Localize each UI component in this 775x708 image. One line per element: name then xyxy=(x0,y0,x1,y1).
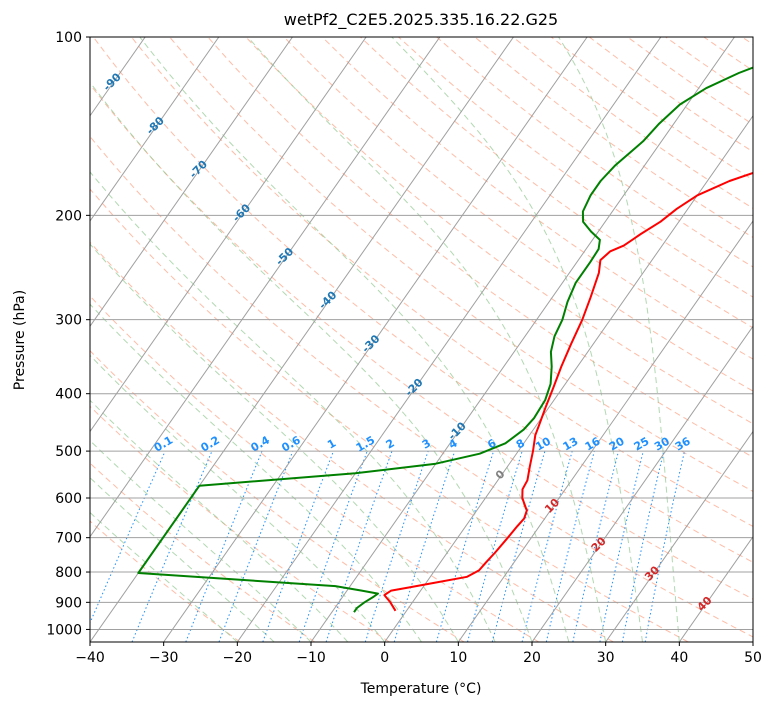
isotherm xyxy=(605,430,753,642)
moist-adiabat xyxy=(90,354,386,642)
mixing-ratio-line xyxy=(298,450,368,642)
x-tick-label: 50 xyxy=(744,650,762,666)
mixing-ratio-line xyxy=(90,450,166,625)
y-tick-label: 700 xyxy=(55,531,82,547)
isotherm xyxy=(163,37,588,642)
profile-traces xyxy=(137,66,753,613)
x-tick-label: 20 xyxy=(523,650,541,666)
y-ticks: 1000 900 800 700 600 500 400 300 200 100 xyxy=(46,30,90,638)
mixing-ratio-line xyxy=(545,450,595,642)
isotherm xyxy=(678,535,753,642)
temperature-trace xyxy=(383,171,753,612)
isotherm xyxy=(384,114,753,642)
isotherm xyxy=(90,37,441,538)
dry-adiabat xyxy=(90,83,753,600)
mixing-ratio-line xyxy=(325,450,393,642)
dry-adiabat xyxy=(90,188,689,642)
x-tick-label: −10 xyxy=(296,650,326,666)
dry-adiabat xyxy=(90,350,465,642)
mixing-ratio-line xyxy=(364,450,429,642)
moist-adiabat xyxy=(90,171,496,642)
y-tick-label: 1000 xyxy=(46,622,82,638)
moist-adiabat xyxy=(90,81,533,642)
moist-adiabat xyxy=(139,37,570,642)
y-tick-label: 900 xyxy=(55,595,82,611)
isotherm xyxy=(236,37,662,642)
moist-adiabat xyxy=(90,243,459,642)
y-tick-label: 800 xyxy=(55,565,82,581)
mixing-ratio-line xyxy=(185,450,263,642)
isotherm xyxy=(90,37,220,222)
chart-title: wetPf2_C2E5.2025.335.16.22.G25 xyxy=(284,10,558,30)
mixing-ratio-line xyxy=(572,450,620,642)
x-tick-label: 30 xyxy=(597,650,615,666)
isotherm xyxy=(90,37,293,328)
dry-adiabat xyxy=(131,37,753,527)
isotherm xyxy=(90,37,367,433)
x-tick-label: 0 xyxy=(380,650,389,666)
dry-adiabat xyxy=(90,295,540,642)
x-tick-label: 40 xyxy=(670,650,688,666)
dry-adiabat xyxy=(207,37,753,458)
x-ticks: −40 −30 −20 −10 0 10 20 30 40 50 xyxy=(75,642,762,666)
moist-adiabat xyxy=(90,303,422,642)
moist-adiabat xyxy=(391,37,643,642)
moist-adiabat xyxy=(90,477,275,642)
y-tick-label: 500 xyxy=(55,444,82,460)
dry-adiabat xyxy=(398,37,753,298)
dry-adiabat xyxy=(245,37,753,425)
dry-adiabat xyxy=(90,462,315,642)
x-tick-label: −40 xyxy=(75,650,105,666)
y-tick-label: 300 xyxy=(55,313,82,329)
y-tick-label: 100 xyxy=(55,30,82,46)
dry-adiabat xyxy=(92,37,753,563)
moist-adiabat xyxy=(247,37,607,642)
background-lines xyxy=(90,37,753,642)
isotherm xyxy=(457,220,753,642)
dry-adiabat xyxy=(360,37,753,329)
mixing-ratio-line xyxy=(218,450,294,642)
x-tick-label: −30 xyxy=(149,650,179,666)
y-tick-label: 600 xyxy=(55,491,82,507)
mixing-ratio-line xyxy=(599,450,644,642)
moist-adiabat xyxy=(558,37,680,642)
moist-adiabat xyxy=(90,511,238,642)
mixing-ratio-line xyxy=(521,450,573,642)
dry-adiabat xyxy=(169,37,753,492)
x-axis-label: Temperature (°C) xyxy=(360,681,482,697)
mixing-ratio-line xyxy=(467,450,523,642)
mixing-ratio-line xyxy=(262,450,334,642)
mixing-ratio-line xyxy=(435,450,495,642)
isotherm xyxy=(310,37,735,642)
mixing-ratio-line xyxy=(131,450,213,642)
dry-adiabat xyxy=(90,241,614,642)
x-tick-label: −20 xyxy=(223,650,253,666)
plot-frame xyxy=(89,36,754,643)
y-tick-label: 400 xyxy=(55,387,82,403)
isotherm xyxy=(531,325,753,642)
y-tick-label: 200 xyxy=(55,208,82,224)
dewpoint-trace xyxy=(137,66,753,613)
x-tick-label: 10 xyxy=(449,650,467,666)
dry-adiabat xyxy=(90,405,390,642)
y-axis-label: Pressure (hPa) xyxy=(12,290,28,390)
